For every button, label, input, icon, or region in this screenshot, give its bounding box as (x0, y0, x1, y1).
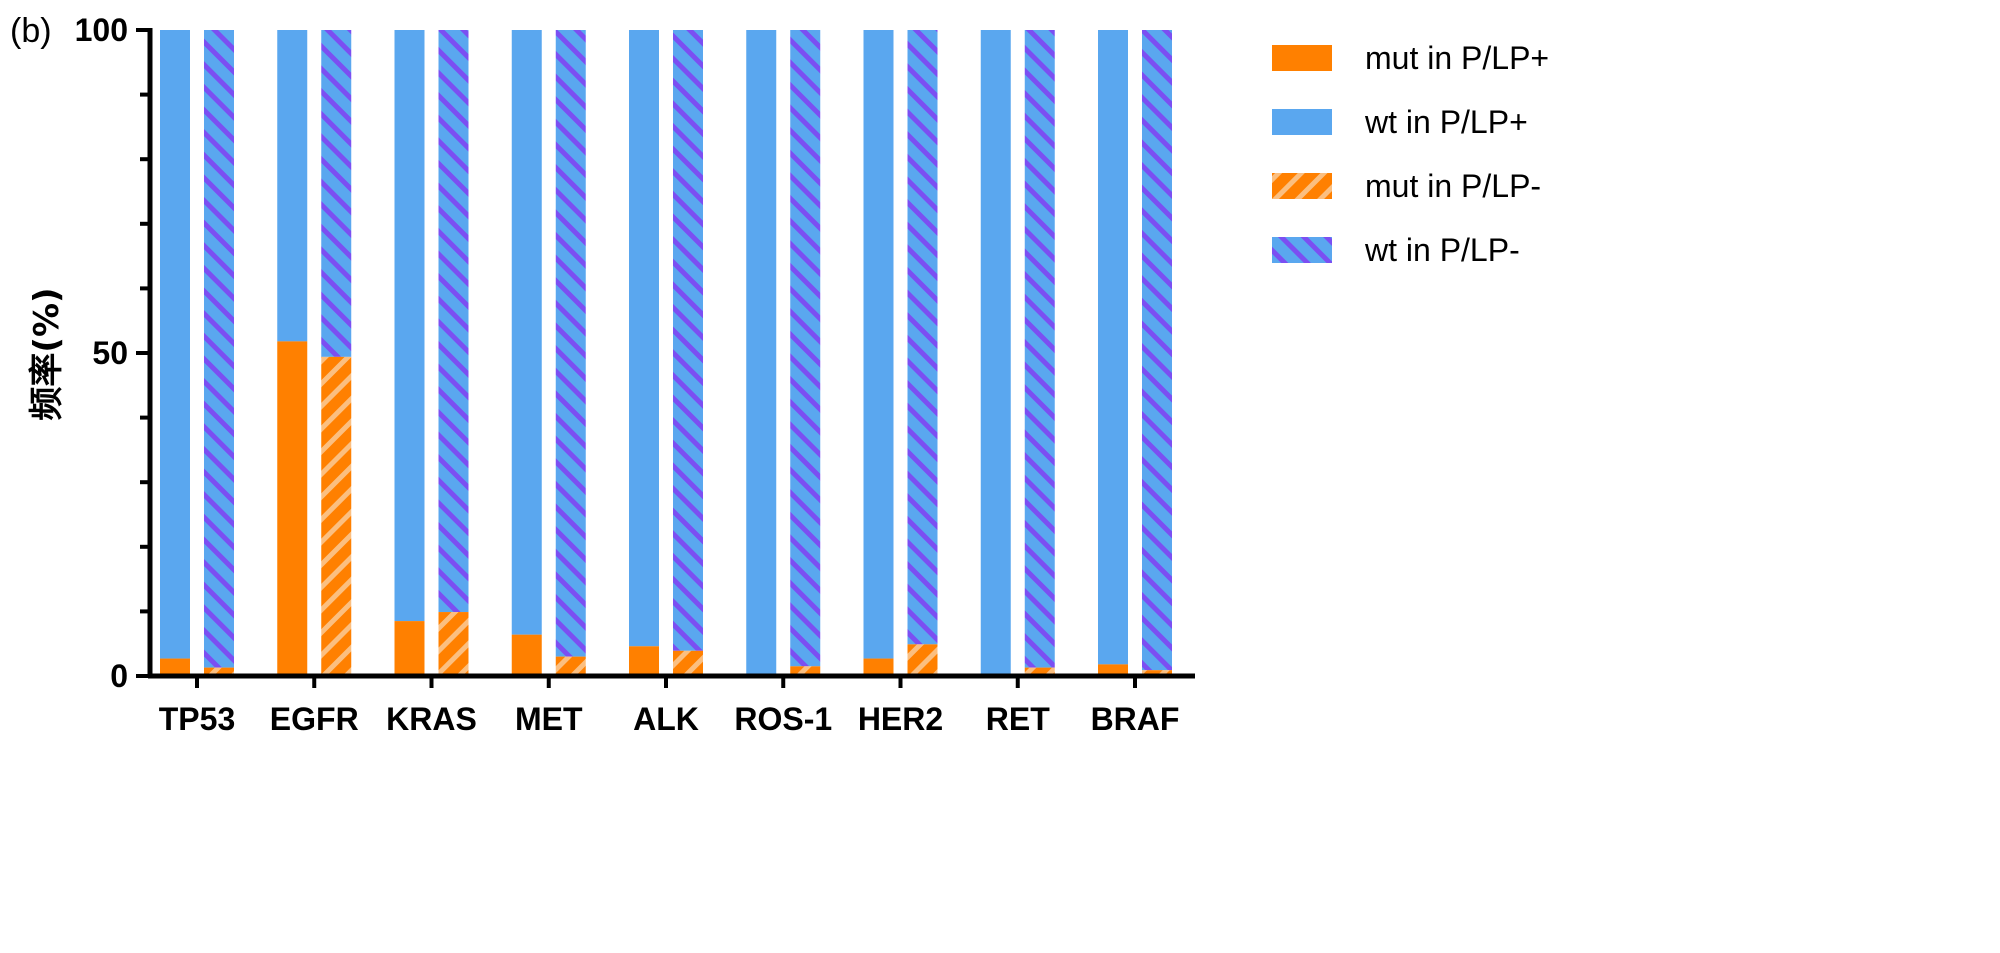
legend-swatch-mut-in-p-lp- (1272, 173, 1332, 199)
x-tick-label-ros-1: ROS-1 (734, 701, 832, 737)
panel-label: (b) (10, 12, 52, 50)
legend-label-wt-in-p-lp-: wt in P/LP- (1364, 232, 1520, 268)
bar-mut-plp-pos-alk (629, 646, 659, 676)
bar-wt-plp-neg-alk (673, 30, 703, 651)
legend-label-mut-in-p-lp-: mut in P/LP- (1365, 168, 1541, 204)
y-axis-title: 频率(%) (27, 287, 67, 420)
bar-mut-plp-pos-tp53 (160, 658, 190, 676)
x-tick-label-her2: HER2 (858, 701, 943, 737)
bar-wt-plp-neg-ros-1 (790, 30, 821, 667)
bar-mut-plp-pos-egfr (277, 341, 308, 676)
bar-wt-plp-pos-egfr (277, 30, 308, 342)
bar-wt-plp-pos-ret (980, 30, 1011, 676)
bar-wt-plp-pos-alk (629, 30, 659, 647)
x-tick-label-alk: ALK (633, 701, 699, 737)
legend-swatch-mut-in-p-lp- (1272, 45, 1332, 71)
x-tick-label-kras: KRAS (386, 701, 477, 737)
x-tick-label-braf: BRAF (1091, 701, 1180, 737)
y-tick-label-100: 100 (75, 12, 128, 48)
bar-mut-plp-neg-her2 (907, 644, 938, 676)
bars-layer (160, 30, 1172, 676)
bar-mut-plp-neg-met (555, 656, 586, 676)
bar-mut-plp-neg-alk (673, 650, 703, 676)
bar-wt-plp-neg-tp53 (204, 30, 234, 668)
legend-swatch-wt-in-p-lp- (1272, 109, 1332, 135)
bar-mut-plp-pos-her2 (863, 658, 894, 676)
bar-wt-plp-pos-ros-1 (746, 30, 777, 676)
bar-wt-plp-pos-kras (394, 30, 425, 622)
y-tick-label-0: 0 (110, 658, 128, 694)
bar-wt-plp-pos-tp53 (160, 30, 190, 659)
bar-wt-plp-pos-her2 (863, 30, 894, 659)
x-tick-label-egfr: EGFR (270, 701, 359, 737)
bar-mut-plp-neg-egfr (321, 356, 352, 676)
legend-label-mut-in-p-lp-: mut in P/LP+ (1365, 40, 1549, 76)
bar-mut-plp-pos-met (511, 634, 542, 676)
axes-layer: TP53 EGFR KRAS MET ALK ROS-1 HER2 RET BRAF 0 50 100 (75, 12, 1195, 737)
bar-wt-plp-neg-braf (1142, 30, 1172, 671)
bar-mut-plp-neg-kras (438, 612, 469, 676)
y-tick-label-50: 50 (92, 335, 128, 371)
bar-wt-plp-pos-met (511, 30, 542, 635)
x-tick-label-tp53: TP53 (159, 701, 235, 737)
bar-wt-plp-neg-kras (438, 30, 469, 613)
bar-mut-plp-pos-braf (1098, 664, 1128, 676)
bar-wt-plp-neg-egfr (321, 30, 352, 357)
bar-mut-plp-neg-ret (1024, 667, 1055, 676)
bar-wt-plp-neg-met (555, 30, 586, 657)
legend-swatch-wt-in-p-lp- (1272, 237, 1332, 263)
legend-label-wt-in-p-lp-: wt in P/LP+ (1364, 104, 1528, 140)
bar-wt-plp-pos-braf (1098, 30, 1128, 665)
bar-mut-plp-pos-kras (394, 621, 425, 676)
x-tick-label-met: MET (515, 701, 583, 737)
bar-wt-plp-neg-her2 (907, 30, 938, 645)
bar-wt-plp-neg-ret (1024, 30, 1055, 668)
legend: mut in P/LP+ wt in P/LP+ mut in P/LP-wt in… (1272, 40, 1549, 268)
bar-mut-plp-neg-tp53 (204, 667, 234, 676)
x-tick-label-ret: RET (986, 701, 1050, 737)
bar-mut-plp-neg-ros-1 (790, 666, 821, 676)
bar-mut-plp-neg-braf (1142, 670, 1172, 676)
